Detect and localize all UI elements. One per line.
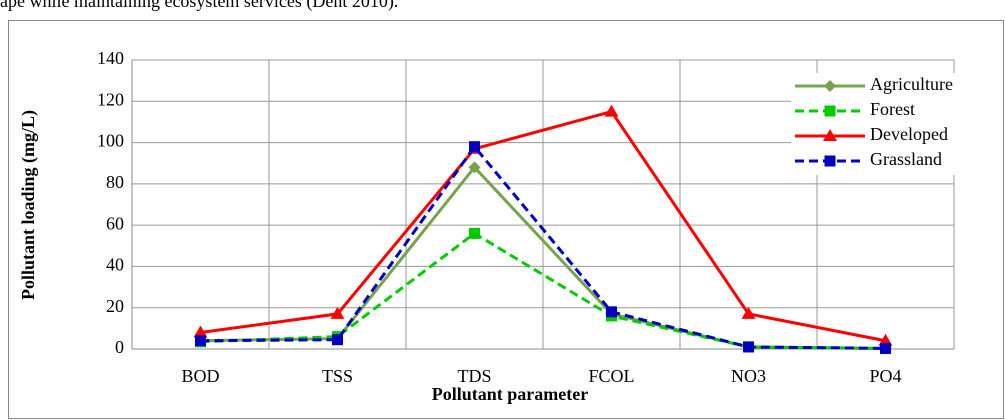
page-text: ape while maintaining ecosystem services… bbox=[0, 0, 398, 12]
legend-marker bbox=[823, 129, 837, 141]
y-tick-label: 120 bbox=[97, 89, 124, 109]
point bbox=[741, 306, 756, 319]
point bbox=[469, 227, 480, 239]
x-tick-label: TSS bbox=[322, 366, 353, 386]
line bbox=[200, 109, 886, 343]
point bbox=[332, 334, 343, 346]
point bbox=[330, 306, 345, 319]
x-tick-label: FCOL bbox=[588, 366, 634, 386]
y-tick-label: 80 bbox=[106, 172, 124, 192]
x-axis-title: Pollutant parameter bbox=[432, 384, 588, 404]
y-axis-title: Pollutant loading (mg/L) bbox=[18, 110, 39, 300]
point bbox=[193, 325, 208, 338]
legend-label: Forest bbox=[870, 99, 915, 119]
y-tick-label: 20 bbox=[106, 296, 124, 316]
point bbox=[195, 335, 206, 347]
legend-marker bbox=[824, 155, 836, 167]
point bbox=[880, 342, 891, 354]
line bbox=[200, 144, 886, 350]
legend-label: Grassland bbox=[870, 149, 942, 169]
x-tick-label: BOD bbox=[181, 366, 219, 386]
point bbox=[604, 104, 619, 117]
y-tick-label: 0 bbox=[115, 337, 124, 357]
x-tick-label: PO4 bbox=[869, 366, 901, 386]
legend-background bbox=[791, 73, 990, 175]
y-tick-label: 60 bbox=[106, 213, 124, 233]
legend-marker bbox=[824, 105, 836, 117]
y-tick-label: 100 bbox=[97, 131, 124, 151]
point bbox=[469, 141, 480, 153]
legend-label: Developed bbox=[870, 124, 948, 144]
line bbox=[200, 231, 886, 351]
legend-label: Agriculture bbox=[870, 74, 953, 94]
point bbox=[743, 341, 754, 353]
point bbox=[878, 333, 893, 346]
x-tick-label: TDS bbox=[457, 366, 491, 386]
y-tick-label: 40 bbox=[106, 255, 124, 275]
x-tick-label: NO3 bbox=[731, 366, 766, 386]
y-tick-label: 140 bbox=[97, 48, 124, 68]
point bbox=[606, 306, 617, 318]
chart-frame bbox=[8, 20, 1004, 419]
legend-marker bbox=[824, 80, 836, 92]
point bbox=[468, 161, 481, 174]
